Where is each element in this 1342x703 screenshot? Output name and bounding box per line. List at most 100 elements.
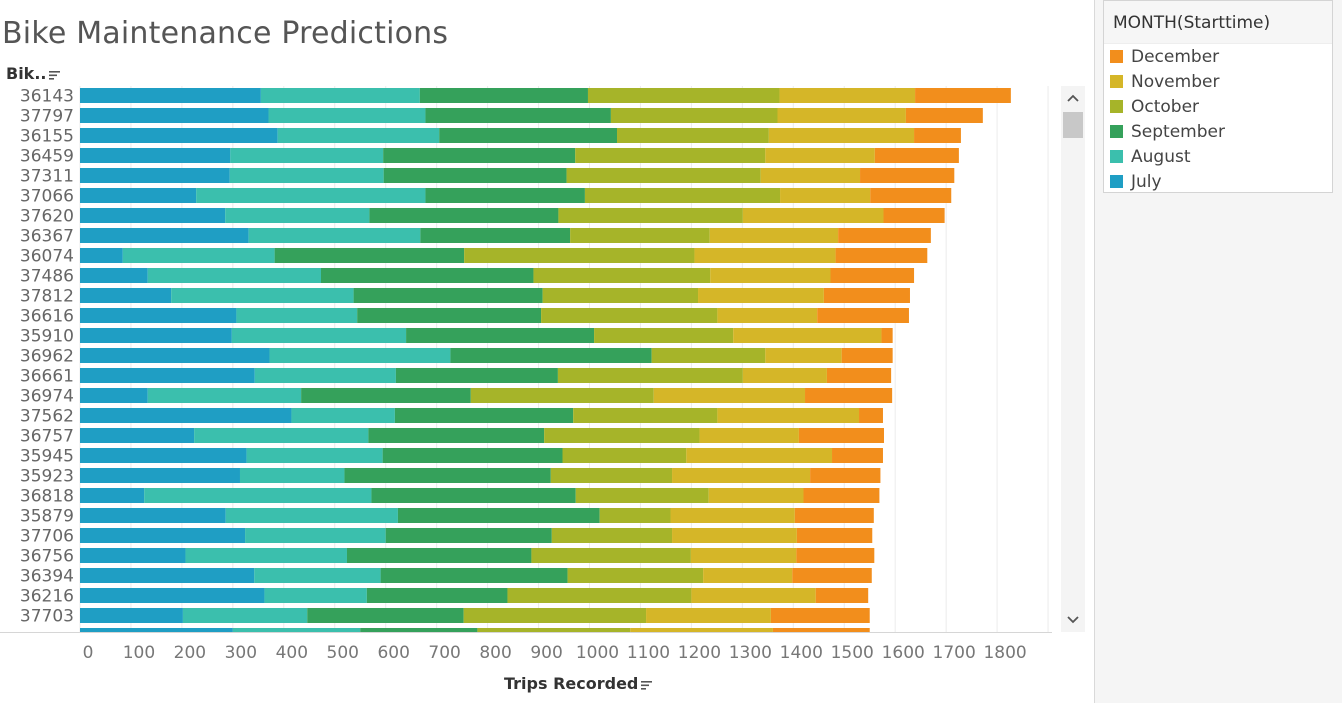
bar-segment-november[interactable] (765, 148, 875, 163)
bar-segment-december[interactable] (905, 108, 983, 123)
bar-segment-september[interactable] (382, 448, 563, 463)
bar-segment-october[interactable] (594, 328, 734, 343)
bar-segment-october[interactable] (575, 488, 709, 503)
bar-segment-december[interactable] (826, 368, 892, 383)
bar-segment-december[interactable] (796, 548, 875, 563)
bar-segment-august[interactable] (194, 428, 369, 443)
bar-segment-september[interactable] (371, 488, 576, 503)
bar-segment-october[interactable] (463, 608, 647, 623)
bar-segment-july[interactable] (80, 148, 231, 163)
bar-segment-october[interactable] (617, 128, 769, 143)
bar-segment-september[interactable] (274, 248, 465, 263)
bar-segment-november[interactable] (733, 328, 882, 343)
bar-segment-september[interactable] (425, 108, 611, 123)
bar-segment-november[interactable] (717, 308, 818, 323)
bar-segment-november[interactable] (742, 208, 884, 223)
bar-segment-august[interactable] (231, 328, 407, 343)
bar-segment-july[interactable] (80, 568, 255, 583)
bar-segment-november[interactable] (670, 508, 795, 523)
bar-segment-december[interactable] (823, 288, 910, 303)
bar-segment-august[interactable] (144, 488, 372, 503)
bar-segment-october[interactable] (507, 588, 692, 603)
bar-segment-december[interactable] (832, 448, 883, 463)
bar-segment-october[interactable] (544, 428, 700, 443)
bar-segment-september[interactable] (383, 148, 576, 163)
bar-segment-september[interactable] (425, 188, 585, 203)
bar-segment-july[interactable] (80, 108, 269, 123)
bar-segment-november[interactable] (710, 268, 831, 283)
bar-segment-july[interactable] (80, 548, 186, 563)
x-axis-title[interactable]: Trips Recorded (504, 674, 653, 694)
bar-segment-august[interactable] (269, 348, 451, 363)
bar-segment-september[interactable] (380, 568, 568, 583)
bar-segment-october[interactable] (541, 308, 718, 323)
bar-segment-july[interactable] (80, 348, 270, 363)
bar-segment-october[interactable] (651, 348, 766, 363)
bar-segment-august[interactable] (291, 408, 395, 423)
bar-segment-july[interactable] (80, 408, 292, 423)
bar-segment-october[interactable] (567, 568, 704, 583)
scroll-up-button[interactable] (1061, 86, 1085, 110)
bar-segment-july[interactable] (80, 448, 247, 463)
bar-segment-november[interactable] (709, 228, 839, 243)
bar-segment-september[interactable] (397, 508, 600, 523)
bar-segment-september[interactable] (301, 388, 471, 403)
bar-segment-november[interactable] (742, 368, 827, 383)
bar-segment-december[interactable] (914, 128, 961, 143)
bar-segment-september[interactable] (353, 288, 543, 303)
bar-segment-september[interactable] (395, 368, 558, 383)
bar-segment-november[interactable] (777, 108, 906, 123)
bar-segment-december[interactable] (915, 88, 1011, 103)
bar-segment-december[interactable] (792, 568, 872, 583)
bar-segment-august[interactable] (225, 208, 370, 223)
bar-segment-july[interactable] (80, 368, 255, 383)
bar-segment-august[interactable] (268, 108, 426, 123)
bar-segment-october[interactable] (558, 208, 743, 223)
bar-segment-august[interactable] (260, 88, 420, 103)
bar-segment-july[interactable] (80, 168, 230, 183)
bar-segment-september[interactable] (439, 128, 618, 143)
bar-segment-december[interactable] (859, 408, 883, 423)
bar-segment-july[interactable] (80, 248, 123, 263)
bar-segment-august[interactable] (147, 388, 302, 403)
bar-segment-november[interactable] (691, 588, 816, 603)
bar-segment-november[interactable] (694, 248, 836, 263)
bar-segment-september[interactable] (419, 88, 588, 103)
bar-segment-july[interactable] (80, 288, 172, 303)
bar-segment-july[interactable] (80, 508, 226, 523)
bar-segment-december[interactable] (838, 228, 931, 243)
bar-segment-november[interactable] (690, 548, 797, 563)
bar-segment-december[interactable] (860, 168, 955, 183)
bar-segment-october[interactable] (470, 388, 654, 403)
bar-segment-october[interactable] (531, 548, 691, 563)
bar-segment-november[interactable] (765, 348, 842, 363)
bar-segment-july[interactable] (80, 608, 183, 623)
bar-segment-december[interactable] (803, 488, 880, 503)
bar-segment-november[interactable] (717, 408, 860, 423)
bar-segment-december[interactable] (830, 268, 915, 283)
bar-segment-december[interactable] (835, 248, 928, 263)
bar-segment-september[interactable] (383, 168, 567, 183)
bar-segment-august[interactable] (229, 168, 384, 183)
bar-segment-july[interactable] (80, 188, 197, 203)
bar-segment-august[interactable] (277, 128, 440, 143)
bar-segment-october[interactable] (610, 108, 778, 123)
bar-segment-december[interactable] (883, 208, 945, 223)
scroll-thumb[interactable] (1063, 112, 1083, 138)
bar-segment-august[interactable] (122, 248, 275, 263)
bar-segment-october[interactable] (533, 268, 711, 283)
bar-segment-december[interactable] (798, 428, 884, 443)
bar-segment-october[interactable] (575, 148, 766, 163)
bar-segment-november[interactable] (699, 428, 799, 443)
bar-segment-october[interactable] (587, 88, 780, 103)
bar-segment-september[interactable] (346, 548, 532, 563)
bar-segment-november[interactable] (768, 128, 915, 143)
bar-segment-october[interactable] (542, 288, 699, 303)
legend-item-december[interactable]: December (1104, 44, 1332, 69)
bar-segment-december[interactable] (810, 468, 881, 483)
bar-segment-july[interactable] (80, 588, 265, 603)
bar-segment-august[interactable] (147, 268, 321, 283)
bar-segment-august[interactable] (246, 448, 383, 463)
bar-segment-august[interactable] (245, 528, 386, 543)
bar-segment-december[interactable] (794, 508, 874, 523)
